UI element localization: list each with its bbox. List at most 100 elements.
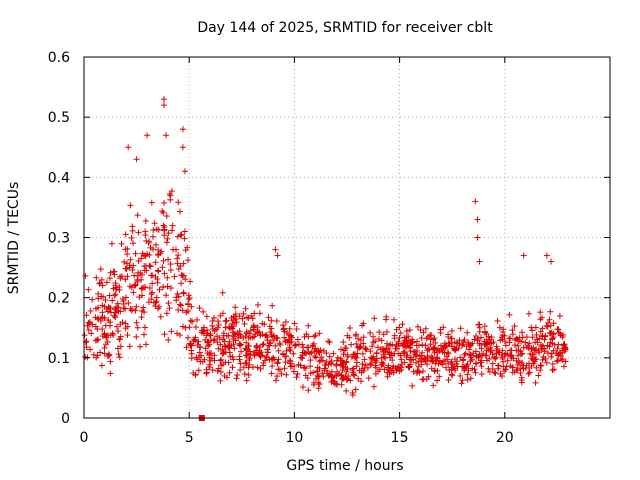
data-point xyxy=(367,360,374,367)
data-point xyxy=(549,360,556,367)
data-point xyxy=(474,335,481,342)
data-point xyxy=(215,365,222,372)
data-point xyxy=(380,331,387,338)
data-point xyxy=(549,367,556,374)
data-point xyxy=(101,350,108,357)
data-point xyxy=(112,282,119,289)
data-point xyxy=(547,308,554,315)
data-point xyxy=(259,320,266,327)
data-point xyxy=(498,334,505,341)
data-point xyxy=(473,353,480,360)
data-point xyxy=(97,349,104,356)
data-point xyxy=(502,366,509,373)
data-point xyxy=(133,156,140,163)
data-point xyxy=(184,334,191,341)
data-point xyxy=(539,346,546,353)
data-point xyxy=(173,294,180,301)
data-point xyxy=(94,336,101,343)
data-point xyxy=(229,364,236,371)
data-point xyxy=(453,339,460,346)
data-point xyxy=(543,359,550,366)
data-point xyxy=(161,227,168,234)
data-point xyxy=(369,343,376,350)
data-point xyxy=(328,368,335,375)
data-point xyxy=(97,266,104,273)
data-point xyxy=(458,380,465,387)
data-point xyxy=(142,252,149,259)
data-point xyxy=(414,370,421,377)
data-point xyxy=(272,377,279,384)
data-point xyxy=(547,330,554,337)
data-point xyxy=(518,362,525,369)
data-point xyxy=(376,366,383,373)
data-point xyxy=(108,240,115,247)
data-point xyxy=(391,350,398,357)
data-point xyxy=(274,252,281,259)
data-point xyxy=(222,343,229,350)
data-point xyxy=(472,198,479,205)
data-point xyxy=(349,389,356,396)
data-point xyxy=(265,342,272,349)
data-point xyxy=(557,330,564,337)
data-point xyxy=(142,232,149,239)
data-point xyxy=(269,363,276,370)
data-point xyxy=(448,371,455,378)
data-point xyxy=(543,322,550,329)
data-point xyxy=(449,372,456,379)
data-point xyxy=(164,235,171,242)
data-point xyxy=(150,227,157,234)
data-point xyxy=(516,359,523,366)
data-point xyxy=(288,338,295,345)
data-point xyxy=(471,336,478,343)
data-point xyxy=(135,258,142,265)
data-point xyxy=(441,349,448,356)
data-point xyxy=(554,357,561,364)
data-point xyxy=(287,347,294,354)
data-point xyxy=(558,356,565,363)
data-point xyxy=(122,276,129,283)
data-point xyxy=(488,340,495,347)
data-point xyxy=(359,322,366,329)
data-point xyxy=(256,310,263,317)
data-point xyxy=(523,334,530,341)
data-point xyxy=(535,372,542,379)
data-point xyxy=(422,342,429,349)
data-point xyxy=(134,324,141,331)
data-point xyxy=(478,371,485,378)
data-point xyxy=(390,316,397,323)
data-point xyxy=(152,273,159,280)
data-point xyxy=(274,359,281,366)
data-point xyxy=(104,353,111,360)
data-point xyxy=(233,375,240,382)
data-point xyxy=(515,342,522,349)
data-point xyxy=(418,358,425,365)
data-point xyxy=(245,334,252,341)
data-point xyxy=(92,323,99,330)
data-point xyxy=(252,331,259,338)
data-point xyxy=(371,315,378,322)
data-point xyxy=(175,265,182,272)
data-point xyxy=(101,330,108,337)
data-point xyxy=(317,347,324,354)
data-point xyxy=(448,359,455,366)
data-point xyxy=(101,303,108,310)
data-point xyxy=(106,275,113,282)
data-point xyxy=(241,320,248,327)
data-point xyxy=(169,227,176,234)
data-point xyxy=(175,293,182,300)
data-point xyxy=(151,220,158,227)
data-point xyxy=(483,339,490,346)
data-point xyxy=(265,349,272,356)
data-point xyxy=(319,370,326,377)
data-point xyxy=(406,327,413,334)
data-point xyxy=(330,350,337,357)
data-point xyxy=(155,246,162,253)
data-point xyxy=(142,284,149,291)
data-point xyxy=(294,370,301,377)
data-point xyxy=(387,354,394,361)
data-point xyxy=(473,360,480,367)
data-point xyxy=(161,331,168,338)
data-point xyxy=(534,339,541,346)
data-point xyxy=(372,338,379,345)
data-point xyxy=(218,356,225,363)
